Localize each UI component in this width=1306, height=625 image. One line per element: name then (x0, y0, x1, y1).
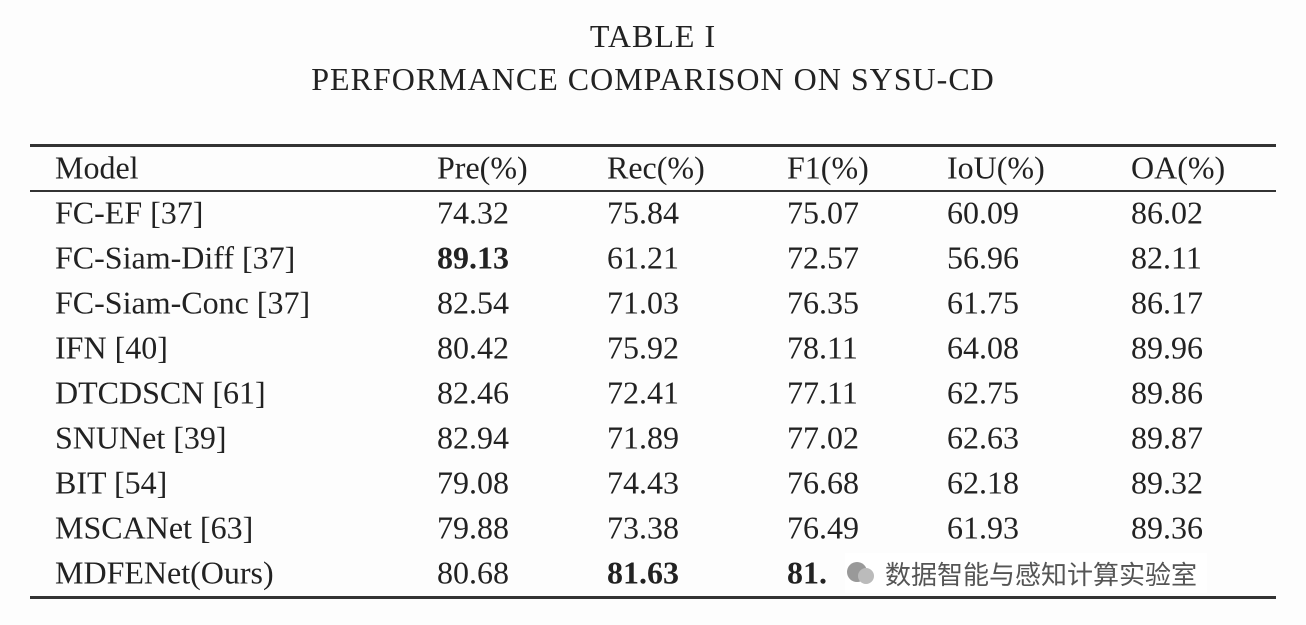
cell: 80.68 (437, 554, 509, 591)
cell: 86.17 (1131, 284, 1203, 321)
cell: 75.07 (787, 194, 859, 231)
cell: 81. (787, 554, 827, 591)
cell: 73.38 (607, 509, 679, 546)
top-rule (30, 144, 1276, 147)
cell: 79.88 (437, 509, 509, 546)
cell: 82.94 (437, 419, 509, 456)
cell: 82.46 (437, 374, 509, 411)
cell: 79.08 (437, 464, 509, 501)
cell: 74.43 (607, 464, 679, 501)
cell: 72.41 (607, 374, 679, 411)
cell: 82.11 (1131, 239, 1202, 276)
cell: 89.86 (1131, 374, 1203, 411)
cell: 89.32 (1131, 464, 1203, 501)
header-cell: F1(%) (787, 149, 869, 186)
header-cell: OA(%) (1131, 149, 1226, 186)
cell: 82.54 (437, 284, 509, 321)
cell: 71.89 (607, 419, 679, 456)
cell: 61.75 (947, 284, 1019, 321)
cell: 77.02 (787, 419, 859, 456)
cell: 62.75 (947, 374, 1019, 411)
cell: 86.02 (1131, 194, 1203, 231)
cell: 71.03 (607, 284, 679, 321)
cell: 74.32 (437, 194, 509, 231)
cell: 76.35 (787, 284, 859, 321)
table-title: PERFORMANCE COMPARISON ON SYSU-CD (311, 61, 995, 97)
cell: DTCDSCN [61] (55, 374, 266, 411)
cell: 75.92 (607, 329, 679, 366)
header-cell: Pre(%) (437, 149, 528, 186)
header-cell: Model (55, 149, 139, 186)
cell: 62.63 (947, 419, 1019, 456)
cell: 75.84 (607, 194, 679, 231)
cell: BIT [54] (55, 464, 168, 501)
cell: 61.93 (947, 509, 1019, 546)
cell: FC-Siam-Diff [37] (55, 239, 296, 276)
watermark: 数据智能与感知计算实验室 (845, 553, 1208, 593)
header-rule (30, 190, 1276, 192)
cell: 77.11 (787, 374, 858, 411)
header-cell: IoU(%) (947, 149, 1045, 186)
cell: 81.63 (607, 554, 679, 591)
cell: 76.49 (787, 509, 859, 546)
cell: 76.68 (787, 464, 859, 501)
cell: 60.09 (947, 194, 1019, 231)
cell: 56.96 (947, 239, 1019, 276)
cell: 64.08 (947, 329, 1019, 366)
cell: 89.96 (1131, 329, 1203, 366)
cell: 89.87 (1131, 419, 1203, 456)
cell: 61.21 (607, 239, 679, 276)
cell: MDFENet(Ours) (55, 554, 274, 591)
cell: 89.13 (437, 239, 509, 276)
cell: 62.18 (947, 464, 1019, 501)
cell: FC-EF [37] (55, 194, 204, 231)
cell: 89.36 (1131, 509, 1203, 546)
header-cell: Rec(%) (607, 149, 705, 186)
cell: FC-Siam-Conc [37] (55, 284, 311, 321)
cell: 80.42 (437, 329, 509, 366)
watermark-icon (847, 562, 874, 584)
cell: MSCANet [63] (55, 509, 254, 546)
table-label: TABLE I (589, 18, 717, 54)
watermark-text: 数据智能与感知计算实验室 (885, 560, 1198, 591)
bottom-rule (30, 596, 1276, 599)
cell: 78.11 (787, 329, 858, 366)
cell: SNUNet [39] (55, 419, 227, 456)
cell: 72.57 (787, 239, 859, 276)
cell: IFN [40] (55, 329, 168, 366)
